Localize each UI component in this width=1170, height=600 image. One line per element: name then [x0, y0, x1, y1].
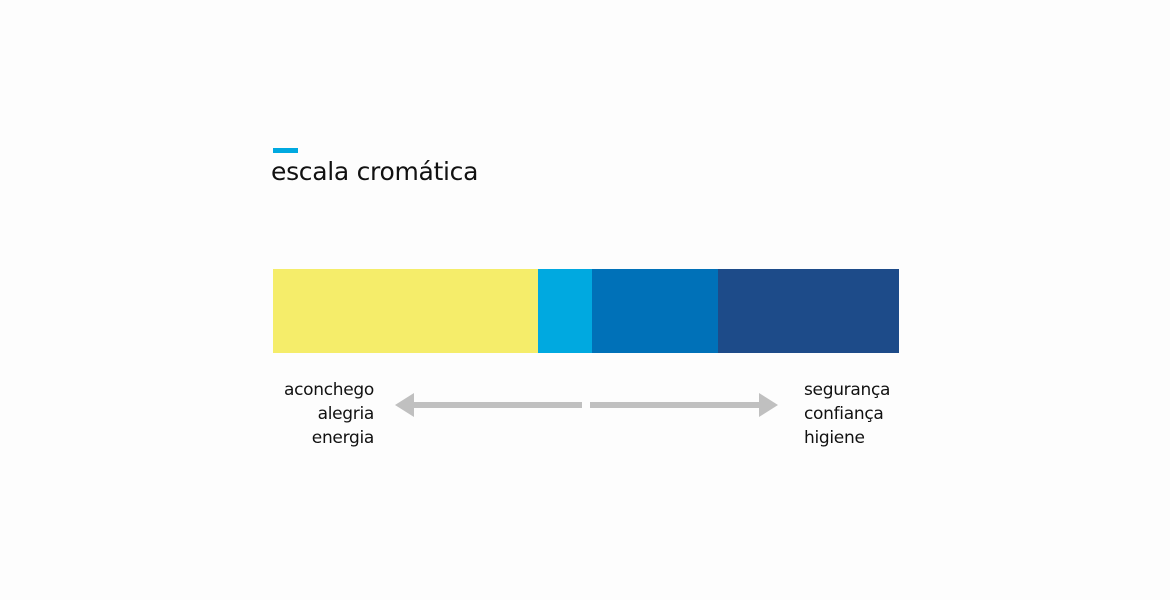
attribute-label: energia — [311, 428, 375, 448]
attribute-label: aconchego — [283, 380, 374, 400]
color-swatch-blue — [592, 269, 718, 353]
page-title: escala cromática — [271, 157, 479, 186]
left-arrow-head-icon — [395, 393, 414, 417]
cool-attributes-list: segurança confiança higiene — [804, 378, 890, 450]
warm-attributes-list: aconchego alegria energia — [284, 378, 374, 450]
left-arrow-shaft — [410, 402, 582, 408]
color-swatch-yellow — [273, 269, 538, 353]
right-arrow-shaft — [590, 402, 762, 408]
attribute-label: segurança — [804, 380, 891, 400]
attribute-label: confiança — [804, 404, 884, 424]
attribute-label: higiene — [804, 428, 865, 448]
title-accent-bar — [273, 148, 298, 153]
color-swatch-cyan — [538, 269, 592, 353]
right-arrow-head-icon — [759, 393, 778, 417]
attribute-label: alegria — [317, 404, 375, 424]
color-scale-bar — [273, 269, 899, 353]
color-swatch-navy — [718, 269, 899, 353]
